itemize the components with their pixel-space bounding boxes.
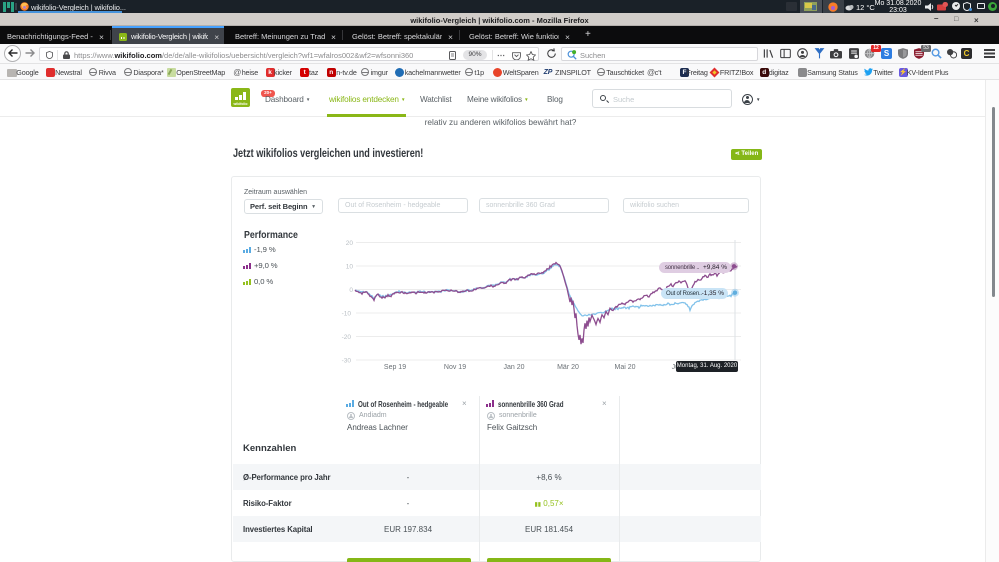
svg-text:20: 20: [346, 240, 354, 247]
svg-text:Mai 20: Mai 20: [614, 364, 635, 371]
svg-text:Jan 20: Jan 20: [503, 364, 524, 371]
svg-text:Sep 19: Sep 19: [384, 364, 406, 371]
svg-text:-20: -20: [342, 334, 352, 341]
svg-text:0: 0: [349, 287, 353, 294]
svg-text:Mär 20: Mär 20: [557, 364, 579, 371]
svg-text:-10: -10: [342, 311, 352, 318]
svg-text:Nov 19: Nov 19: [444, 364, 466, 371]
svg-text:10: 10: [346, 264, 354, 271]
svg-text:-30: -30: [342, 358, 352, 365]
